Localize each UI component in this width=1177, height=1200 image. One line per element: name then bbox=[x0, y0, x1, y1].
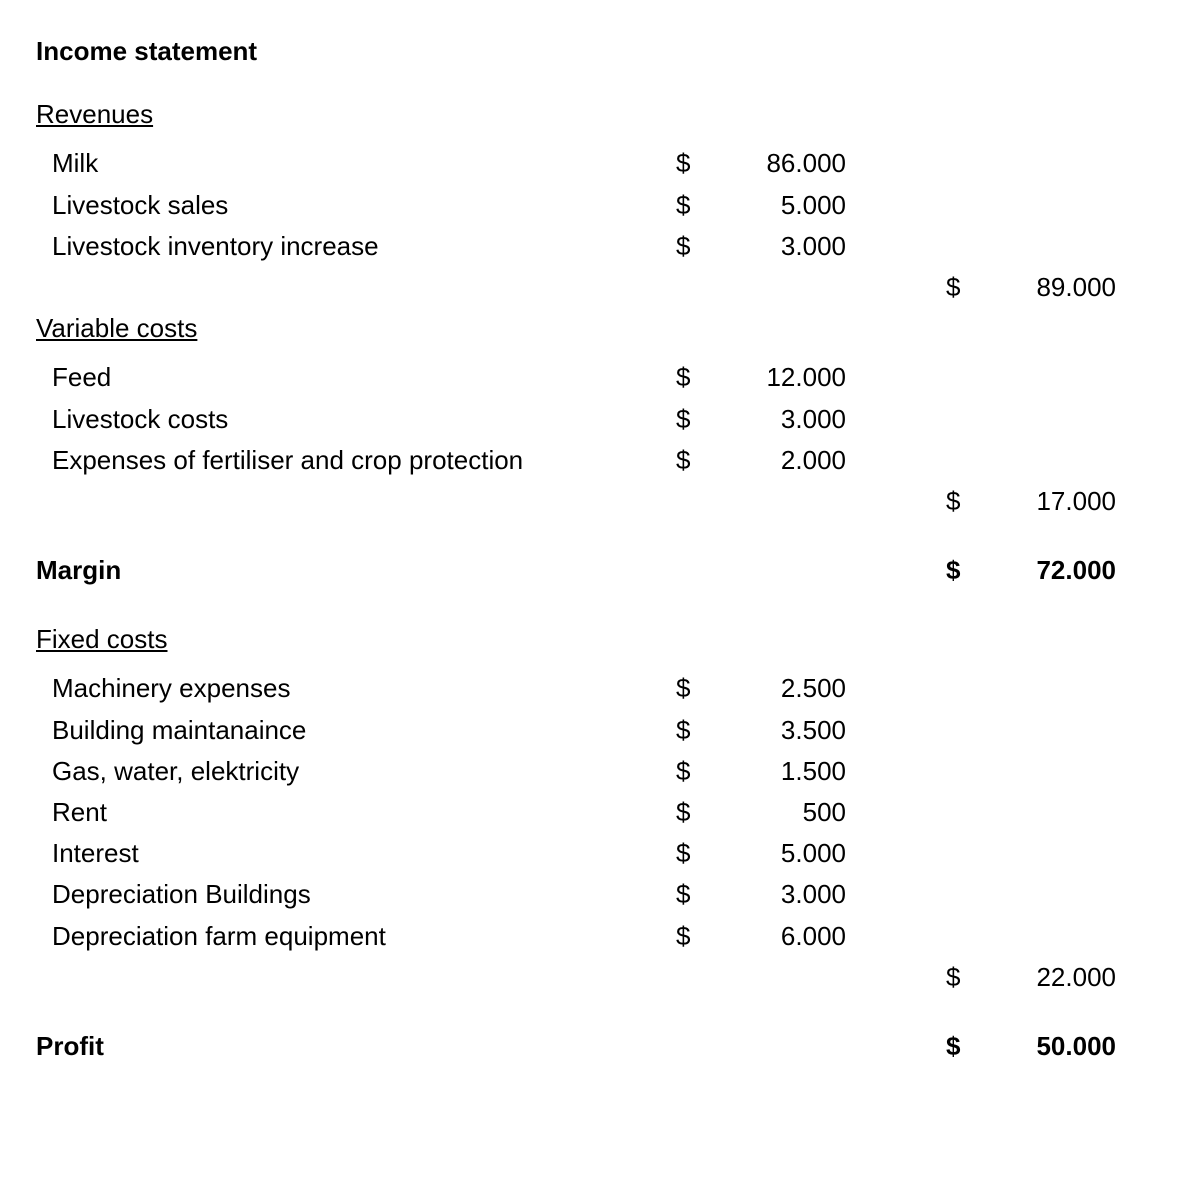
line-item-label: Machinery expenses bbox=[36, 673, 676, 704]
line-item-value: 500 bbox=[716, 797, 846, 828]
line-item: Livestock costs $ 3.000 bbox=[36, 404, 1136, 435]
line-item-label: Rent bbox=[36, 797, 676, 828]
line-item-value: 12.000 bbox=[716, 362, 846, 393]
currency-symbol: $ bbox=[676, 673, 716, 704]
subtotal-variable-costs: $ 17.000 bbox=[36, 486, 1136, 517]
currency-symbol: $ bbox=[676, 838, 716, 869]
line-item: Machinery expenses $ 2.500 bbox=[36, 673, 1136, 704]
line-item: Depreciation Buildings $ 3.000 bbox=[36, 879, 1136, 910]
line-item: Milk $ 86.000 bbox=[36, 148, 1136, 179]
line-item: Livestock inventory increase $ 3.000 bbox=[36, 231, 1136, 262]
subtotal-value: 89.000 bbox=[986, 272, 1116, 303]
margin-row: Margin $ 72.000 bbox=[36, 555, 1136, 586]
line-item-value: 3.000 bbox=[716, 879, 846, 910]
line-item: Feed $ 12.000 bbox=[36, 362, 1136, 393]
currency-symbol: $ bbox=[676, 879, 716, 910]
line-item-value: 2.000 bbox=[716, 445, 846, 476]
line-item-value: 3.500 bbox=[716, 715, 846, 746]
section-header-label: Revenues bbox=[36, 99, 676, 130]
subtotal-value: 22.000 bbox=[986, 962, 1116, 993]
section-header-fixed-costs: Fixed costs bbox=[36, 624, 1136, 663]
line-item-label: Livestock inventory increase bbox=[36, 231, 676, 262]
currency-symbol: $ bbox=[946, 272, 986, 303]
line-item-value: 5.000 bbox=[716, 190, 846, 221]
line-item-label: Livestock sales bbox=[36, 190, 676, 221]
section-header-label: Fixed costs bbox=[36, 624, 676, 655]
line-item: Building maintanaince $ 3.500 bbox=[36, 715, 1136, 746]
line-item-label: Expenses of fertiliser and crop protecti… bbox=[36, 445, 676, 476]
currency-symbol: $ bbox=[676, 190, 716, 221]
currency-symbol: $ bbox=[946, 486, 986, 517]
line-item-value: 1.500 bbox=[716, 756, 846, 787]
line-item-label: Gas, water, elektricity bbox=[36, 756, 676, 787]
line-item-value: 3.000 bbox=[716, 404, 846, 435]
currency-symbol: $ bbox=[676, 715, 716, 746]
line-item: Interest $ 5.000 bbox=[36, 838, 1136, 869]
profit-row: Profit $ 50.000 bbox=[36, 1031, 1136, 1062]
line-item-value: 2.500 bbox=[716, 673, 846, 704]
line-item: Gas, water, elektricity $ 1.500 bbox=[36, 756, 1136, 787]
currency-symbol: $ bbox=[946, 962, 986, 993]
subtotal-revenues: $ 89.000 bbox=[36, 272, 1136, 303]
profit-value: 50.000 bbox=[986, 1031, 1116, 1062]
line-item-value: 6.000 bbox=[716, 921, 846, 952]
page-title: Income statement bbox=[36, 36, 1136, 67]
currency-symbol: $ bbox=[676, 362, 716, 393]
line-item: Livestock sales $ 5.000 bbox=[36, 190, 1136, 221]
currency-symbol: $ bbox=[676, 921, 716, 952]
currency-symbol: $ bbox=[676, 445, 716, 476]
line-item-label: Building maintanaince bbox=[36, 715, 676, 746]
line-item: Expenses of fertiliser and crop protecti… bbox=[36, 445, 1136, 476]
line-item-label: Livestock costs bbox=[36, 404, 676, 435]
subtotal-fixed-costs: $ 22.000 bbox=[36, 962, 1136, 993]
margin-value: 72.000 bbox=[986, 555, 1116, 586]
line-item-label: Milk bbox=[36, 148, 676, 179]
currency-symbol: $ bbox=[676, 404, 716, 435]
line-item-label: Depreciation Buildings bbox=[36, 879, 676, 910]
currency-symbol: $ bbox=[946, 1031, 986, 1062]
line-item-value: 5.000 bbox=[716, 838, 846, 869]
line-item-label: Feed bbox=[36, 362, 676, 393]
line-item-label: Interest bbox=[36, 838, 676, 869]
margin-label: Margin bbox=[36, 555, 676, 586]
section-header-revenues: Revenues bbox=[36, 99, 1136, 138]
section-header-label: Variable costs bbox=[36, 313, 676, 344]
line-item: Depreciation farm equipment $ 6.000 bbox=[36, 921, 1136, 952]
line-item-value: 3.000 bbox=[716, 231, 846, 262]
currency-symbol: $ bbox=[676, 148, 716, 179]
currency-symbol: $ bbox=[676, 231, 716, 262]
income-statement: Income statement Revenues Milk $ 86.000 … bbox=[36, 36, 1136, 1062]
line-item-label: Depreciation farm equipment bbox=[36, 921, 676, 952]
currency-symbol: $ bbox=[676, 756, 716, 787]
section-header-variable-costs: Variable costs bbox=[36, 313, 1136, 352]
currency-symbol: $ bbox=[946, 555, 986, 586]
line-item: Rent $ 500 bbox=[36, 797, 1136, 828]
profit-label: Profit bbox=[36, 1031, 676, 1062]
subtotal-value: 17.000 bbox=[986, 486, 1116, 517]
line-item-value: 86.000 bbox=[716, 148, 846, 179]
currency-symbol: $ bbox=[676, 797, 716, 828]
